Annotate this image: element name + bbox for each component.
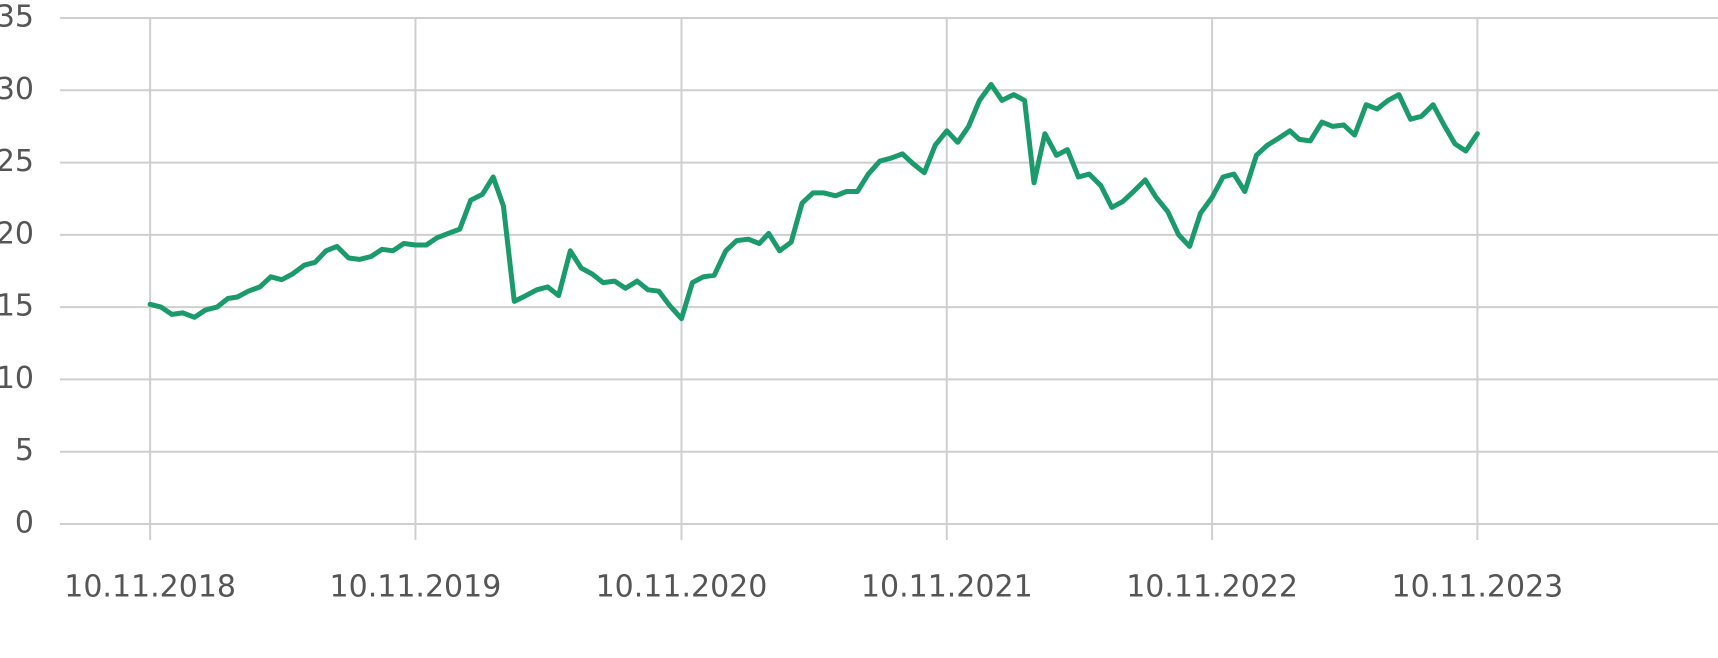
y-tick-label: 20: [0, 216, 34, 251]
y-tick-label: 5: [15, 433, 34, 468]
y-tick-label: 25: [0, 144, 34, 179]
x-tick-label: 10.11.2020: [596, 570, 768, 605]
x-tick-label: 10.11.2018: [64, 570, 236, 605]
x-tick-label: 10.11.2019: [330, 570, 502, 605]
y-tick-label: 0: [15, 506, 34, 541]
x-tick-label: 10.11.2022: [1126, 570, 1298, 605]
y-tick-label: 10: [0, 361, 34, 396]
y-tick-label: 35: [0, 0, 34, 35]
y-tick-label: 15: [0, 289, 34, 324]
x-tick-label: 10.11.2021: [861, 570, 1033, 605]
y-tick-label: 30: [0, 72, 34, 107]
x-tick-label: 10.11.2023: [1392, 570, 1564, 605]
line: [147, 82, 1480, 322]
